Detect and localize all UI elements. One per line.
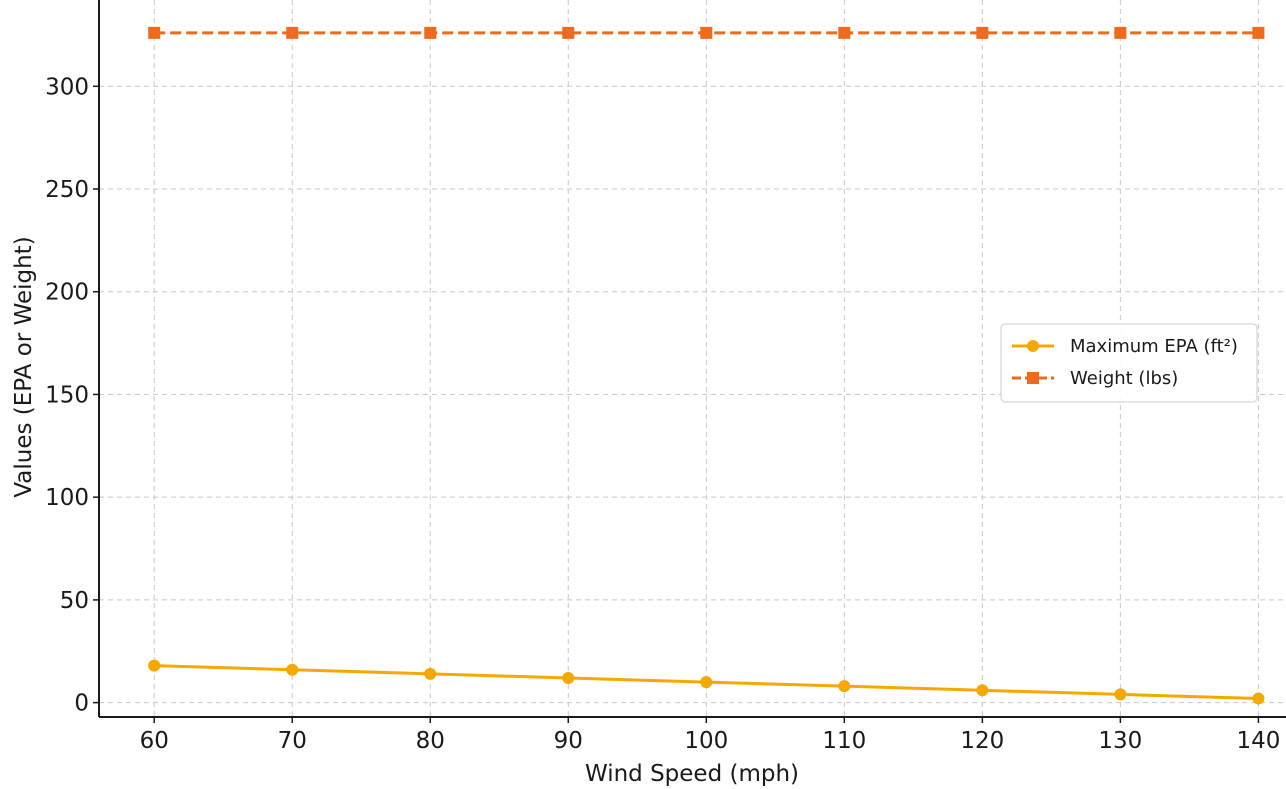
x-tick-label: 70 [278, 728, 307, 754]
y-axis-title: Values (EPA or Weight) [11, 236, 37, 497]
data-point [562, 671, 575, 684]
legend-label: Maximum EPA (ft²) [1070, 336, 1238, 357]
data-point [1114, 26, 1127, 39]
data-point [976, 684, 989, 697]
series-1 [148, 26, 1265, 39]
series-0 [148, 659, 1265, 705]
data-point [700, 676, 713, 689]
data-point [286, 663, 299, 676]
data-point [424, 667, 437, 680]
data-point [700, 26, 713, 39]
y-ticks: 0 50 100 150 200 250 300 [45, 74, 99, 717]
axes [98, 0, 1286, 718]
data-point [424, 26, 437, 39]
series-layer [148, 26, 1265, 705]
x-tick-label: 90 [554, 728, 583, 754]
data-point [1252, 26, 1265, 39]
x-tick-label: 110 [822, 728, 866, 754]
x-ticks: 60 70 80 90 100 110 120 130 140 [140, 717, 1280, 754]
y-tick-label: 300 [45, 74, 89, 100]
x-tick-label: 60 [140, 728, 169, 754]
x-tick-label: 130 [1098, 728, 1142, 754]
y-tick-label: 150 [45, 382, 89, 408]
legend: Maximum EPA (ft²) Weight (lbs) [1000, 323, 1258, 403]
y-tick-label: 250 [45, 177, 89, 203]
y-tick-label: 50 [60, 588, 89, 614]
data-point [838, 26, 851, 39]
data-point [148, 26, 161, 39]
data-point [1114, 688, 1127, 701]
legend-swatch-marker [1027, 340, 1039, 352]
y-tick-label: 0 [74, 691, 89, 717]
data-point [148, 659, 161, 672]
y-tick-label: 200 [45, 280, 89, 306]
x-tick-label: 140 [1236, 728, 1280, 754]
data-point [976, 26, 989, 39]
x-tick-label: 80 [416, 728, 445, 754]
data-point [562, 26, 575, 39]
x-axis-title: Wind Speed (mph) [585, 761, 799, 787]
grid [99, 0, 1286, 717]
legend-swatch-marker [1027, 372, 1039, 384]
x-tick-label: 120 [960, 728, 1004, 754]
legend-label: Weight (lbs) [1070, 368, 1178, 389]
data-point [838, 680, 851, 693]
data-point [286, 26, 299, 39]
y-tick-label: 100 [45, 485, 89, 511]
legend-box [1000, 323, 1258, 403]
data-point [1252, 692, 1265, 705]
x-tick-label: 100 [684, 728, 728, 754]
